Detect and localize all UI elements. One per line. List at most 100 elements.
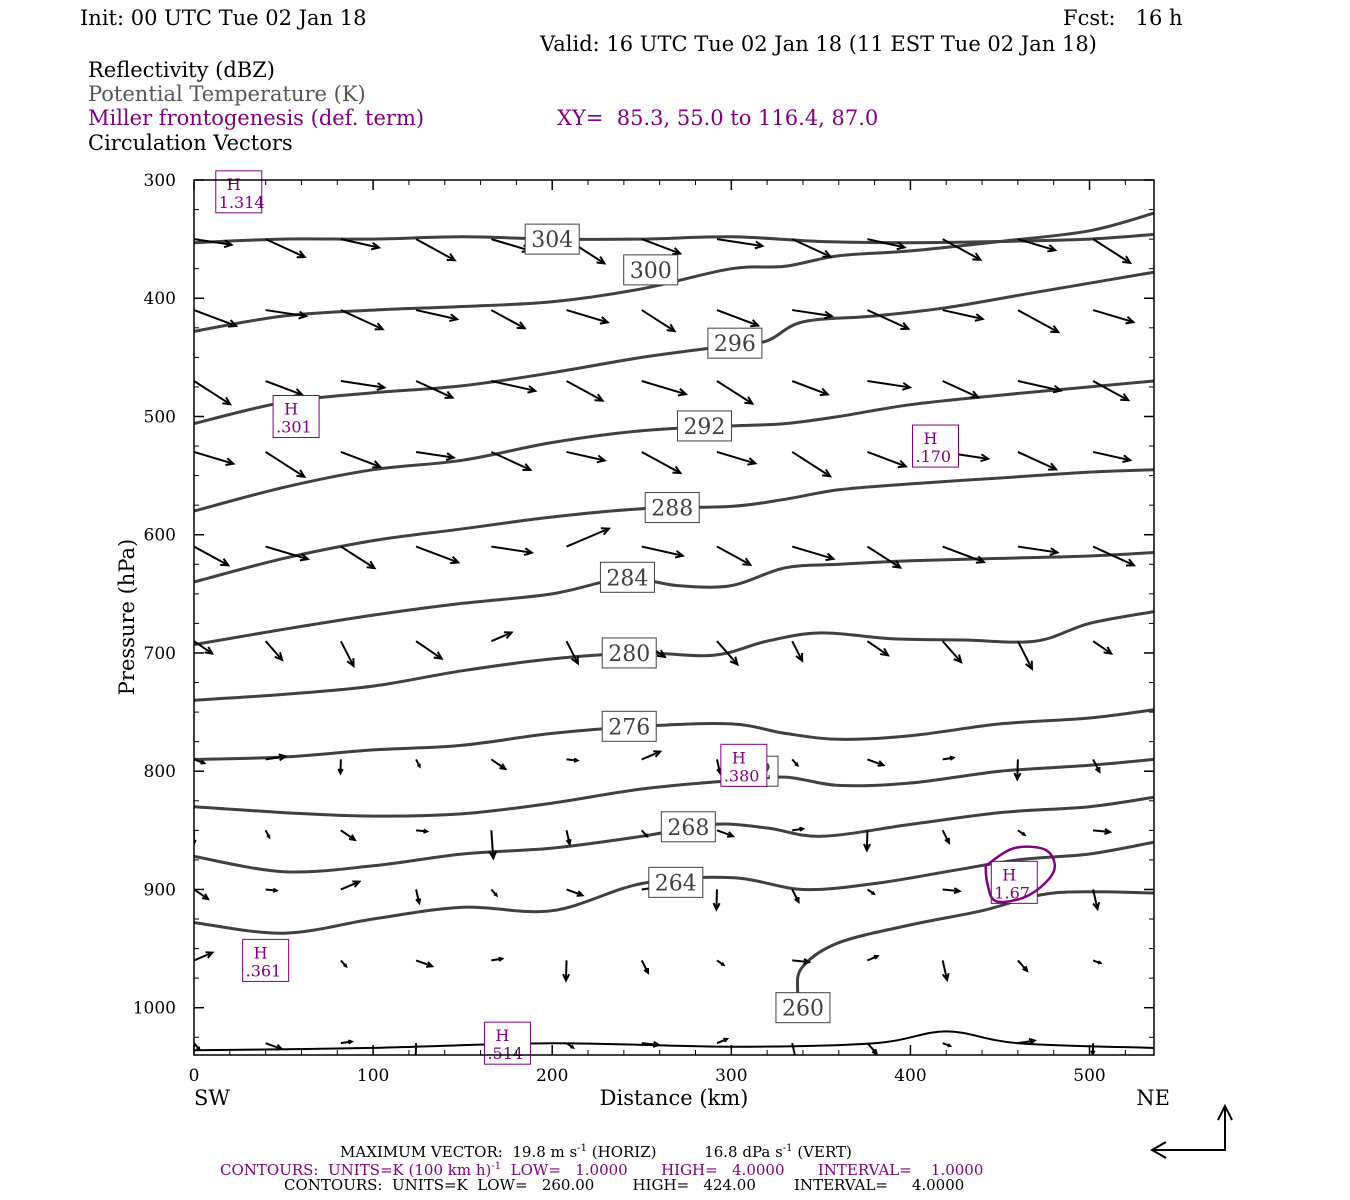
circulation-vector [264,829,271,840]
circulation-vector [415,450,456,461]
theta-contour-300 [194,211,1154,333]
circulation-vector [566,527,612,548]
svg-text:H: H [1002,865,1016,884]
circulation-vector [337,759,344,776]
circulation-vector [942,755,956,761]
circulation-vector [712,889,721,912]
circulation-vector [716,829,736,838]
circulation-vector [415,238,457,262]
circulation-vector [415,758,421,769]
circulation-vector [1092,238,1133,265]
circulation-vector [490,631,514,643]
circulation-vector [1016,640,1033,671]
circulation-vector [1017,1037,1037,1045]
theta-label-284: 284 [599,561,655,593]
circulation-vector [194,640,215,655]
circulation-vector [1092,889,1101,912]
circulation-vector [490,888,499,898]
theta-label-280: 280 [601,637,657,669]
y-tick-label: 1000 [133,999,176,1019]
circulation-vector [340,380,387,391]
circulation-vector [867,451,908,469]
theta-contour-260 [795,890,1154,1023]
theta-contour-280 [194,610,1154,702]
circulation-vector [265,309,309,320]
circulation-vector [791,640,804,663]
y-tick-label: 400 [144,289,176,309]
circulation-vector [791,545,836,562]
field-reflectivity: Reflectivity (dBZ) [88,58,276,82]
circulation-vector [340,238,382,251]
circulation-vector [641,750,663,761]
theta-contour-272 [194,757,1154,818]
circulation-vector [340,880,362,891]
circulation-vector [641,309,677,333]
circulation-vector [641,451,683,475]
circulation-vector [1092,450,1133,464]
theta-contour-284 [194,551,1154,647]
circulation-vector [866,640,890,657]
reference-vector-icon [1149,1103,1233,1159]
theta-label-276: 276 [601,710,657,742]
y-tick-label: 500 [144,407,176,427]
circulation-vector [1093,828,1113,836]
valid-time: Valid: 16 UTC Tue 02 Jan 18 (11 EST Tue … [540,32,1097,56]
theta-label-260: 260 [775,992,831,1024]
svg-text:H: H [254,943,268,962]
svg-text:292: 292 [683,415,725,440]
circulation-vector [491,545,535,557]
x-tick-label: 0 [189,1066,200,1086]
svg-text:288: 288 [651,497,693,522]
frontogenesis-high-label: H.301 [272,394,320,438]
theta-contour-296 [194,270,1154,426]
frontogenesis-contour [984,845,1057,904]
circulation-vector [491,956,505,962]
circulation-vector [340,959,348,969]
circulation-vector [716,545,753,566]
frontogenesis-high-label: H.361 [242,938,290,982]
circulation-vector [1092,758,1101,774]
circulation-vector [1017,829,1027,837]
y-tick-label: 800 [144,762,176,782]
circulation-vector [1017,309,1061,334]
circulation-vector [566,450,607,464]
svg-text:H: H [923,429,937,448]
circulation-vector [415,640,444,660]
circulation-vector [941,960,950,983]
svg-text:H: H [227,175,241,194]
svg-text:.514: .514 [487,1044,523,1063]
circulation-vector [415,889,422,906]
circulation-vector [716,959,726,967]
circulation-vector [194,309,239,328]
circulation-vector [716,1037,730,1045]
x-tick-label: 100 [357,1066,389,1086]
y-tick-label: 900 [144,880,176,900]
svg-text:260: 260 [782,997,824,1022]
circulation-vector [641,829,649,839]
svg-text:280: 280 [608,642,650,667]
theta-contour-288 [194,468,1154,584]
circulation-vector [194,830,197,846]
circulation-vector [1017,238,1058,253]
field-frontogenesis: Miller frontogenesis (def. term) [88,106,425,130]
circulation-vector [867,380,913,391]
circulation-vector [791,1042,796,1055]
circulation-vector [265,451,307,479]
x-left-label: SW [194,1086,230,1110]
x-tick-label: 400 [894,1066,926,1086]
theta-label-296: 296 [707,327,763,359]
circulation-vector [194,545,231,567]
circulation-vector [415,828,430,834]
theta-label-292: 292 [676,410,732,442]
surface-line [194,1030,1154,1052]
circulation-vector [565,1042,576,1049]
circulation-vector [792,826,806,832]
circulation-vector [1153,381,1154,383]
circulation-vector [340,451,383,469]
circulation-vector [942,887,962,895]
circulation-vector [792,309,835,320]
circulation-vector [792,958,812,966]
circulation-vector [194,888,210,901]
plot-frame [193,179,1155,1056]
